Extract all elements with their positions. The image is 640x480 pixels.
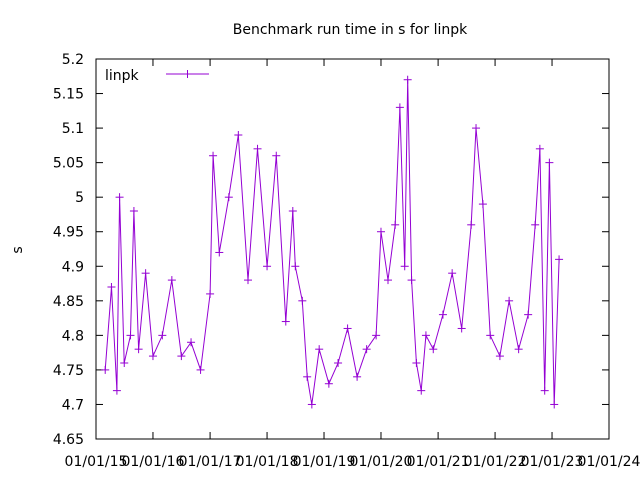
- y-tick-label: 4.95: [53, 225, 84, 241]
- data-point: [524, 310, 533, 319]
- data-point: [472, 124, 481, 133]
- legend: linpk: [105, 68, 209, 84]
- x-tick-label: 01/01/23: [521, 454, 584, 470]
- data-point: [177, 352, 186, 361]
- series-layer: [101, 75, 564, 409]
- data-point: [353, 372, 362, 381]
- data-point: [555, 255, 564, 264]
- data-point: [148, 352, 157, 361]
- x-axis: 01/01/1501/01/1601/01/1701/01/1801/01/19…: [65, 59, 640, 470]
- data-point: [343, 324, 352, 333]
- data-point: [209, 151, 218, 160]
- plot-frame: [95, 58, 610, 440]
- data-point: [298, 296, 307, 305]
- data-point: [412, 359, 421, 367]
- data-point: [196, 365, 205, 374]
- data-point: [281, 317, 290, 326]
- data-point: [315, 345, 324, 354]
- data-point: [531, 220, 540, 229]
- x-tick-label: 01/01/18: [236, 454, 299, 470]
- data-point: [206, 289, 215, 298]
- x-tick-label: 01/01/21: [407, 454, 470, 470]
- data-point: [478, 200, 487, 209]
- data-point: [550, 400, 559, 409]
- legend-label-linpk: linpk: [105, 68, 140, 84]
- x-tick-label: 01/01/24: [578, 454, 640, 470]
- x-tick-label: 01/01/16: [122, 454, 185, 470]
- data-point: [167, 276, 176, 285]
- data-point: [129, 207, 138, 215]
- y-tick-label: 5.15: [53, 87, 84, 103]
- data-point: [376, 227, 385, 236]
- data-point: [407, 276, 416, 285]
- data-point: [334, 359, 343, 367]
- data-point: [234, 131, 243, 139]
- data-point: [495, 352, 504, 361]
- y-tick-label: 4.65: [53, 432, 84, 448]
- data-point: [215, 248, 224, 257]
- y-axis-label: s: [10, 246, 26, 253]
- y-tick-label: 4.8: [62, 328, 84, 344]
- data-point: [303, 372, 312, 381]
- data-point: [400, 262, 409, 271]
- data-point: [486, 331, 495, 340]
- data-point: [307, 400, 316, 409]
- y-tick-label: 5.05: [53, 156, 84, 172]
- x-tick-label: 01/01/17: [179, 454, 242, 470]
- data-point: [101, 365, 110, 374]
- data-point: [417, 386, 426, 395]
- data-point: [545, 158, 554, 167]
- data-point: [535, 144, 544, 153]
- data-point: [391, 220, 400, 229]
- x-tick-label: 01/01/22: [464, 454, 527, 470]
- y-tick-label: 5.2: [62, 52, 84, 68]
- data-point: [158, 331, 167, 340]
- data-point: [134, 345, 143, 354]
- data-point: [291, 262, 300, 271]
- data-point: [384, 276, 393, 285]
- y-tick-label: 4.75: [53, 363, 84, 379]
- data-point: [272, 151, 281, 160]
- y-tick-label: 4.85: [53, 294, 84, 310]
- data-point: [244, 276, 253, 285]
- data-point: [187, 338, 196, 347]
- data-point: [224, 193, 233, 202]
- data-point: [467, 220, 476, 229]
- data-point: [115, 193, 124, 202]
- data-point: [141, 269, 150, 278]
- data-point: [324, 379, 333, 388]
- data-point: [126, 331, 135, 340]
- data-point: [457, 324, 466, 333]
- data-point: [107, 283, 116, 291]
- data-point: [514, 345, 523, 354]
- data-point: [448, 269, 457, 278]
- data-point: [288, 207, 297, 215]
- data-point: [403, 75, 412, 84]
- data-point: [120, 359, 129, 367]
- data-point: [395, 103, 404, 112]
- data-point: [372, 331, 381, 340]
- y-tick-label: 5.1: [62, 121, 84, 137]
- data-point: [540, 386, 549, 395]
- x-tick-label: 01/01/15: [65, 454, 128, 470]
- data-point: [438, 310, 447, 319]
- y-axis: 4.65 4.7 4.75 4.8 4.85 4.9 4.95 5 5.05 5.1 5.15 5.2: [53, 52, 609, 448]
- data-point: [362, 345, 371, 354]
- y-tick-label: 4.7: [62, 397, 84, 413]
- y-tick-label: 4.9: [62, 259, 84, 275]
- series-line-linpk: [104, 79, 560, 405]
- data-point: [421, 331, 430, 340]
- x-tick-label: 01/01/19: [293, 454, 356, 470]
- y-tick-label: 5: [75, 190, 84, 206]
- data-point: [253, 144, 262, 153]
- data-point: [429, 345, 438, 354]
- x-tick-label: 01/01/20: [350, 454, 413, 470]
- data-point: [112, 386, 121, 395]
- chart-title: Benchmark run time in s for linpk: [233, 22, 468, 38]
- data-point: [505, 296, 514, 305]
- data-point: [263, 262, 272, 271]
